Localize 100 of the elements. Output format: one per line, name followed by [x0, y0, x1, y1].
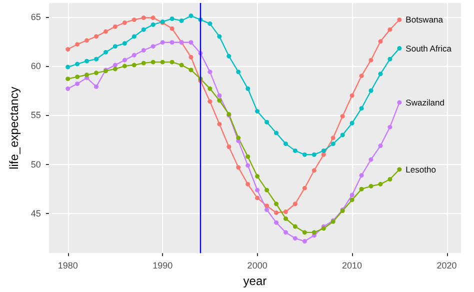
series-label: Botswana: [406, 14, 444, 25]
point: [150, 60, 156, 64]
point: [397, 17, 402, 22]
point: [302, 230, 307, 235]
point: [368, 58, 374, 62]
point: [350, 120, 354, 126]
point: [170, 16, 174, 22]
point: [75, 42, 80, 47]
point: [368, 157, 374, 162]
point: [188, 40, 194, 45]
point: [170, 60, 174, 64]
point: [208, 99, 212, 104]
point: [66, 86, 70, 91]
point: [330, 136, 336, 140]
point: [274, 202, 279, 206]
point: [330, 142, 336, 146]
point: [264, 188, 270, 192]
point: [388, 27, 392, 32]
point: [104, 50, 108, 54]
point: [141, 48, 146, 53]
point: [246, 163, 250, 168]
point: [264, 120, 270, 124]
point: [236, 165, 241, 170]
point: [397, 46, 402, 51]
point: [112, 44, 118, 49]
point: [122, 58, 127, 62]
point: [112, 62, 118, 68]
point: [84, 58, 90, 64]
point: [246, 154, 250, 159]
point: [246, 182, 250, 186]
point: [284, 209, 288, 214]
point: [188, 68, 194, 72]
point: [378, 72, 383, 76]
point: [170, 40, 174, 45]
point: [359, 173, 364, 178]
point: [255, 188, 260, 192]
point: [388, 177, 392, 182]
point: [321, 152, 326, 157]
point: [284, 142, 288, 146]
point: [75, 74, 80, 80]
x-tick-label: 2000: [247, 260, 268, 271]
point: [321, 148, 326, 153]
point: [188, 14, 194, 18]
x-tick-label: 2020: [436, 260, 457, 271]
point: [359, 106, 364, 111]
point: [122, 41, 127, 46]
point: [255, 109, 260, 114]
point: [141, 16, 146, 20]
point: [75, 62, 80, 66]
point: [274, 130, 279, 136]
point: [350, 192, 354, 198]
point: [255, 196, 260, 200]
point: [397, 167, 402, 172]
point: [292, 236, 298, 241]
point: [132, 62, 136, 68]
y-tick-label: 60: [30, 61, 41, 72]
point: [150, 44, 156, 49]
series-label: South Africa: [406, 43, 452, 54]
y-tick-label: 65: [30, 12, 41, 22]
point: [255, 174, 260, 179]
x-tick-label: 1980: [58, 260, 78, 271]
point: [292, 148, 298, 153]
point: [226, 144, 232, 150]
point: [359, 186, 364, 192]
point: [179, 18, 184, 23]
point: [170, 26, 174, 31]
point: [388, 56, 392, 62]
point: [217, 34, 222, 39]
point: [302, 152, 307, 157]
point: [141, 60, 146, 66]
point: [179, 62, 184, 68]
point: [274, 220, 279, 225]
point: [368, 184, 374, 188]
point: [350, 198, 354, 202]
point: [217, 98, 222, 103]
point: [284, 216, 288, 221]
point: [112, 66, 118, 72]
point: [122, 64, 127, 68]
point: [160, 40, 165, 45]
series-label: Lesotho: [406, 164, 436, 174]
point: [94, 84, 99, 89]
point: [340, 132, 345, 138]
point: [359, 74, 364, 78]
point: [188, 54, 194, 60]
point: [292, 202, 298, 206]
point: [104, 29, 108, 34]
point: [378, 144, 383, 148]
point: [94, 70, 99, 76]
point: [66, 47, 70, 52]
point: [368, 88, 374, 93]
point: [141, 27, 146, 32]
point: [236, 70, 241, 74]
point: [160, 60, 165, 64]
point: [340, 114, 345, 118]
point: [378, 39, 383, 44]
point: [274, 210, 279, 215]
y-axis-title: life_expectancy: [7, 86, 21, 170]
point: [150, 22, 156, 27]
point: [94, 34, 99, 39]
y-tick-label: 45: [30, 208, 41, 219]
